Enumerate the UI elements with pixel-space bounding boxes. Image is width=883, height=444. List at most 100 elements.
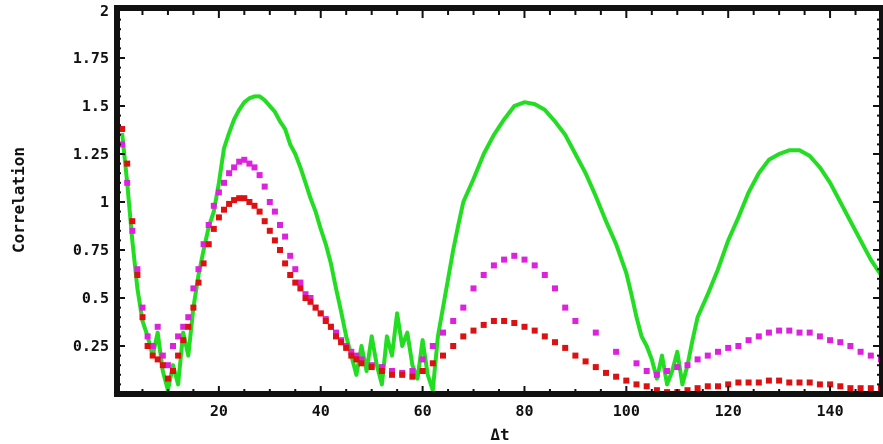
data-point: [221, 206, 227, 213]
data-point: [256, 208, 263, 215]
data-point: [389, 371, 395, 378]
data-point: [440, 352, 446, 359]
data-point: [261, 218, 268, 225]
data-point: [246, 199, 253, 205]
data-point: [353, 356, 360, 363]
data-point: [195, 266, 202, 273]
data-point: [572, 352, 579, 359]
data-point: [200, 260, 207, 267]
data-point: [531, 327, 538, 334]
data-point: [450, 343, 457, 349]
data-point: [119, 126, 126, 132]
data-point: [684, 387, 691, 394]
data-point: [755, 379, 762, 386]
data-point: [277, 222, 283, 228]
data-point: [582, 358, 589, 365]
data-point: [623, 377, 630, 384]
data-point: [134, 272, 141, 278]
data-point: [185, 314, 192, 321]
data-point: [236, 195, 243, 202]
data-point: [633, 381, 640, 388]
x-tick-label: 140: [817, 402, 844, 420]
data-point: [796, 329, 803, 336]
data-point: [470, 285, 477, 292]
x-tick-label: 40: [312, 402, 330, 420]
data-point: [429, 360, 436, 367]
data-point: [343, 344, 350, 351]
data-point: [684, 362, 691, 369]
data-point: [745, 337, 752, 344]
data-point: [501, 318, 508, 324]
data-point: [715, 348, 721, 355]
data-point: [190, 304, 197, 311]
data-point: [796, 379, 803, 386]
data-point: [180, 323, 187, 330]
data-point: [572, 318, 579, 324]
data-point: [307, 295, 314, 301]
data-point: [776, 327, 783, 334]
data-point: [129, 218, 136, 225]
data-point: [592, 329, 599, 336]
data-point: [144, 333, 151, 340]
data-point: [226, 170, 233, 177]
data-point: [490, 318, 497, 324]
data-point: [338, 339, 345, 346]
data-point: [541, 333, 548, 340]
data-point: [358, 356, 365, 363]
data-point: [633, 360, 640, 367]
data-point: [170, 368, 176, 374]
data-point: [297, 279, 304, 286]
data-point: [129, 227, 136, 234]
data-point: [190, 285, 197, 292]
data-point: [144, 343, 151, 349]
data-point: [246, 160, 253, 167]
data-point: [124, 179, 131, 186]
data-point: [531, 262, 538, 269]
data-point: [704, 352, 711, 359]
data-point: [827, 337, 834, 344]
data-point: [847, 385, 854, 392]
data-point: [231, 197, 238, 204]
data-point: [745, 379, 752, 386]
data-point: [139, 304, 146, 311]
data-point: [419, 356, 426, 363]
data-point: [261, 183, 268, 190]
data-point: [715, 383, 721, 390]
series-3: [119, 126, 883, 396]
data-point: [470, 327, 477, 334]
y-tick-label: 0.25: [73, 337, 109, 355]
y-tick-label: 0.75: [73, 241, 109, 259]
data-point: [419, 368, 426, 374]
data-point: [195, 279, 202, 286]
data-point: [480, 272, 487, 278]
data-point: [353, 352, 360, 359]
data-point: [837, 339, 844, 346]
data-point: [200, 241, 207, 248]
data-point: [358, 360, 365, 367]
data-point: [149, 352, 156, 359]
plot-background: [117, 10, 881, 394]
data-point: [521, 323, 528, 330]
data-point: [653, 371, 660, 378]
data-point: [653, 387, 660, 394]
data-point: [389, 368, 395, 374]
data-point: [613, 373, 620, 380]
data-point: [765, 377, 772, 384]
data-point: [378, 364, 385, 371]
x-tick-label: 80: [515, 402, 533, 420]
data-point: [816, 381, 823, 388]
data-point: [175, 333, 182, 340]
data-point: [694, 385, 701, 392]
data-point: [119, 141, 126, 148]
data-point: [786, 327, 793, 334]
data-point: [450, 318, 457, 324]
data-point: [552, 339, 558, 346]
data-point: [221, 179, 227, 186]
data-point: [674, 364, 681, 371]
data-point: [271, 237, 278, 244]
data-point: [333, 329, 339, 336]
data-point: [134, 266, 141, 273]
data-point: [266, 199, 273, 205]
data-point: [776, 377, 783, 384]
